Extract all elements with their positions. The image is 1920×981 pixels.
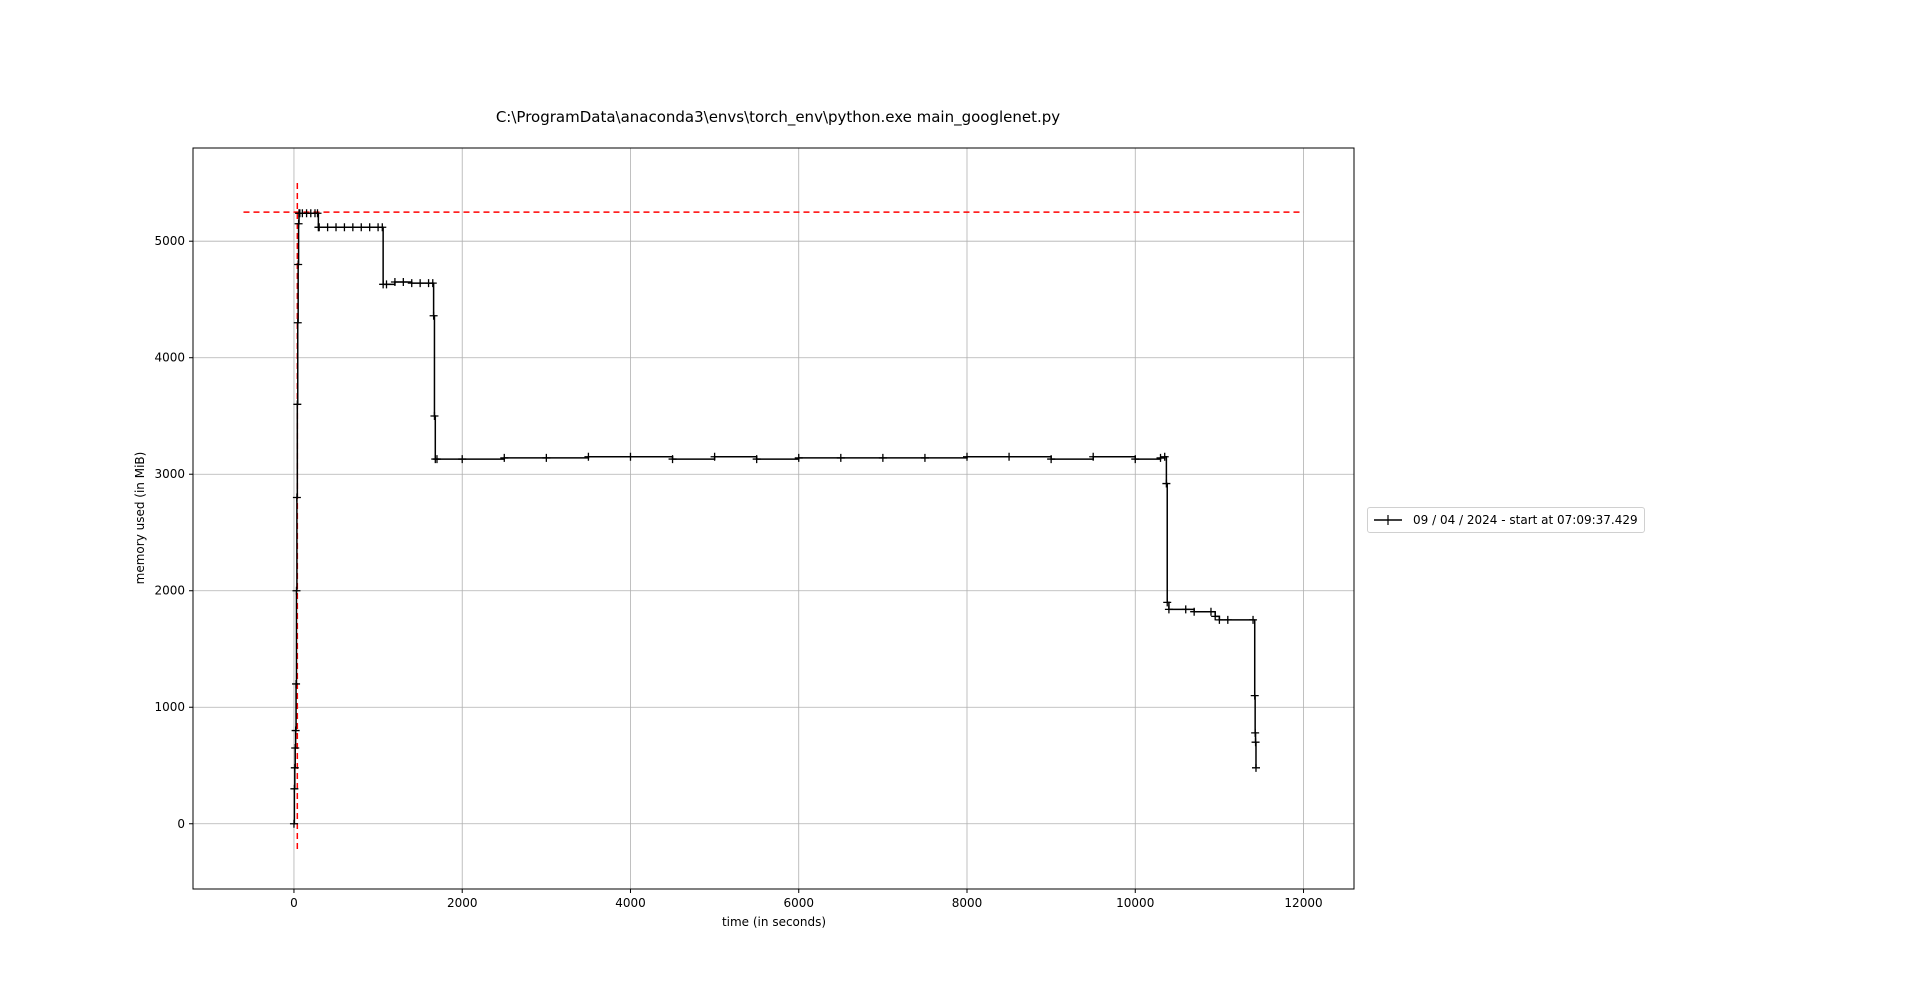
legend: 09 / 04 / 2024 - start at 07:09:37.429 [1367, 507, 1645, 533]
data-point-marker [293, 400, 302, 409]
data-point-marker [1223, 615, 1232, 624]
data-point-marker [1163, 598, 1172, 607]
y-tick-label: 4000 [154, 351, 185, 365]
data-point-marker [332, 223, 341, 232]
y-tick-label: 0 [177, 817, 185, 831]
y-tick-label: 1000 [154, 700, 185, 714]
data-point-marker [290, 784, 299, 793]
data-point-marker [1215, 615, 1224, 624]
data-point-marker [1206, 607, 1215, 616]
data-point-marker [963, 452, 971, 461]
data-point-marker [542, 453, 551, 462]
data-point-marker [294, 260, 303, 269]
legend-line-marker-icon [1374, 515, 1402, 525]
data-point-marker [920, 453, 929, 462]
data-point-marker [407, 279, 416, 288]
y-axis-label: memory used (in MiB) [133, 452, 147, 585]
data-point-marker [293, 318, 302, 327]
data-point-marker [584, 452, 593, 461]
plot-area-frame [192, 147, 1355, 890]
data-point-marker [1047, 455, 1056, 464]
x-tick-label: 6000 [783, 896, 814, 910]
data-point-marker [1251, 728, 1260, 737]
data-point-marker [313, 209, 322, 218]
data-point-marker [878, 453, 887, 462]
data-point-marker [710, 452, 719, 461]
data-point-marker [1251, 738, 1260, 747]
data-point-marker [416, 279, 425, 288]
data-point-marker [291, 744, 300, 753]
data-point-marker [1251, 763, 1260, 772]
data-point-marker [1156, 453, 1165, 462]
data-point-marker [1005, 452, 1014, 461]
x-tick-label: 0 [290, 896, 298, 910]
x-tick-label: 2000 [447, 896, 478, 910]
x-axis-label: time (in seconds) [722, 915, 826, 929]
data-point-marker [292, 586, 301, 595]
legend-label: 09 / 04 / 2024 - start at 07:09:37.429 [1413, 513, 1638, 527]
data-point-marker [292, 493, 301, 502]
series-line [293, 212, 1257, 825]
data-point-marker [1131, 455, 1140, 464]
data-point-marker [1160, 452, 1169, 461]
data-point-marker [500, 453, 509, 462]
data-point-marker [836, 453, 845, 462]
data-point-marker [458, 455, 467, 464]
data-point-marker [626, 452, 635, 461]
data-point-marker [348, 223, 357, 232]
x-tick-label: 12000 [1284, 896, 1322, 910]
data-point-marker [399, 277, 408, 286]
data-point-marker [668, 455, 677, 464]
data-point-marker [378, 223, 387, 232]
data-point-marker [357, 223, 366, 232]
y-tick-label: 5000 [154, 234, 185, 248]
data-point-marker [382, 280, 391, 289]
grid [193, 148, 1354, 889]
axis-ticks: 0 2000 4000 6000 8000 10000 12000 0 1000 2000 3000… [154, 234, 1322, 910]
data-point-marker [794, 453, 803, 462]
data-point-marker [1162, 479, 1171, 488]
data-point-marker [1190, 607, 1199, 616]
data-point-marker [1164, 605, 1173, 614]
data-point-marker [430, 411, 439, 420]
data-point-marker [1249, 615, 1258, 624]
data-point-marker [291, 726, 300, 735]
chart-title: C:\ProgramData\anaconda3\envs\torch_env\… [496, 108, 1060, 127]
data-point-marker [1211, 612, 1220, 621]
data-point-marker [752, 455, 761, 464]
x-tick-label: 10000 [1116, 896, 1154, 910]
data-point-marker [340, 223, 349, 232]
y-tick-label: 3000 [154, 467, 185, 481]
data-point-marker [428, 279, 437, 288]
data-point-marker [1250, 691, 1259, 700]
data-point-marker [294, 219, 303, 228]
data-point-marker [432, 455, 441, 464]
data-point-marker [323, 223, 332, 232]
data-point-marker [1089, 452, 1098, 461]
data-point-marker [1181, 605, 1190, 614]
data-point-marker [429, 311, 438, 320]
data-point-marker [290, 763, 299, 772]
y-tick-label: 2000 [154, 584, 185, 598]
peak-reference-lines [243, 182, 1304, 853]
data-point-marker [289, 819, 298, 828]
x-tick-label: 8000 [952, 896, 983, 910]
data-point-marker [292, 679, 301, 688]
data-point-marker [315, 223, 324, 232]
x-tick-label: 4000 [615, 896, 646, 910]
data-point-marker [365, 223, 374, 232]
data-point-marker [390, 277, 399, 286]
series-layer [289, 209, 1260, 828]
